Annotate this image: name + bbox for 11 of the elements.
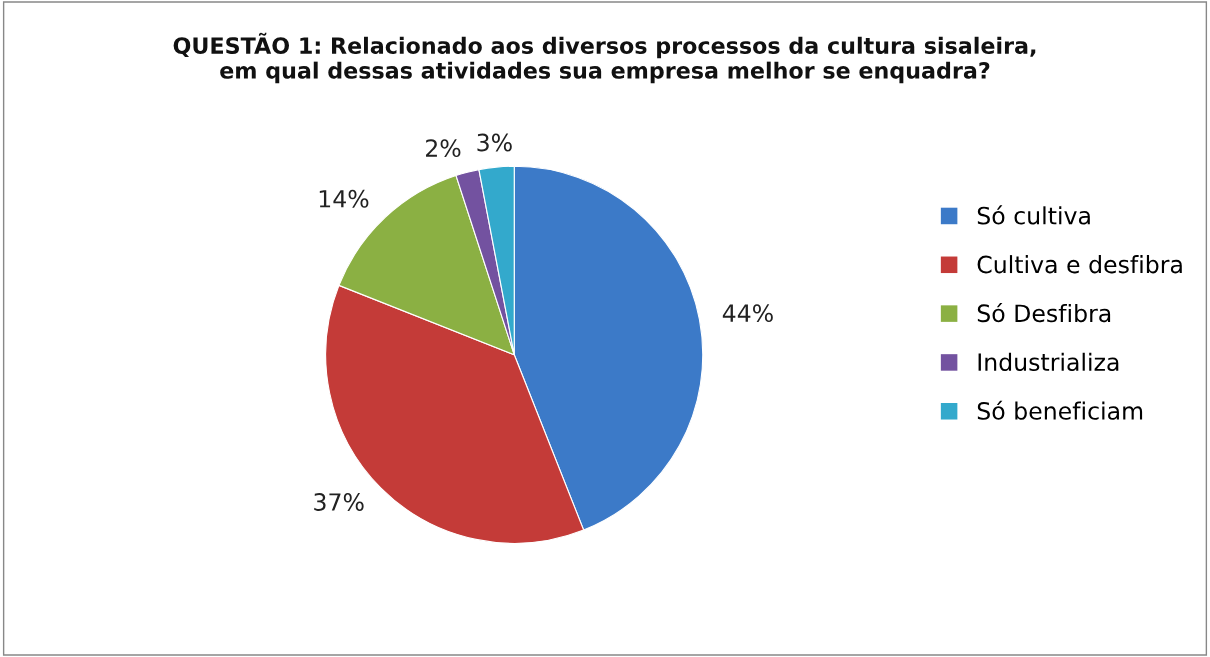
legend-label: Só Desfibra [977,302,1111,323]
chart-title: QUESTÃO 1: Relacionado aos diversos processos da cultura sisaleira, em qual dessas atividades sua empresa melhor se enquadra? [173,32,1036,84]
legend-label: Industrializa [978,352,1119,372]
data-label: 44% [722,304,773,323]
data-label: 3% [477,133,512,152]
data-label: 14% [319,189,369,208]
legend-label: Cultiva e desfibra [977,255,1182,274]
data-label: 2% [426,139,461,158]
legend-label: Só cultiva [977,205,1090,225]
data-label: 37% [314,493,364,511]
legend-label: Só beneficiam [977,400,1143,420]
